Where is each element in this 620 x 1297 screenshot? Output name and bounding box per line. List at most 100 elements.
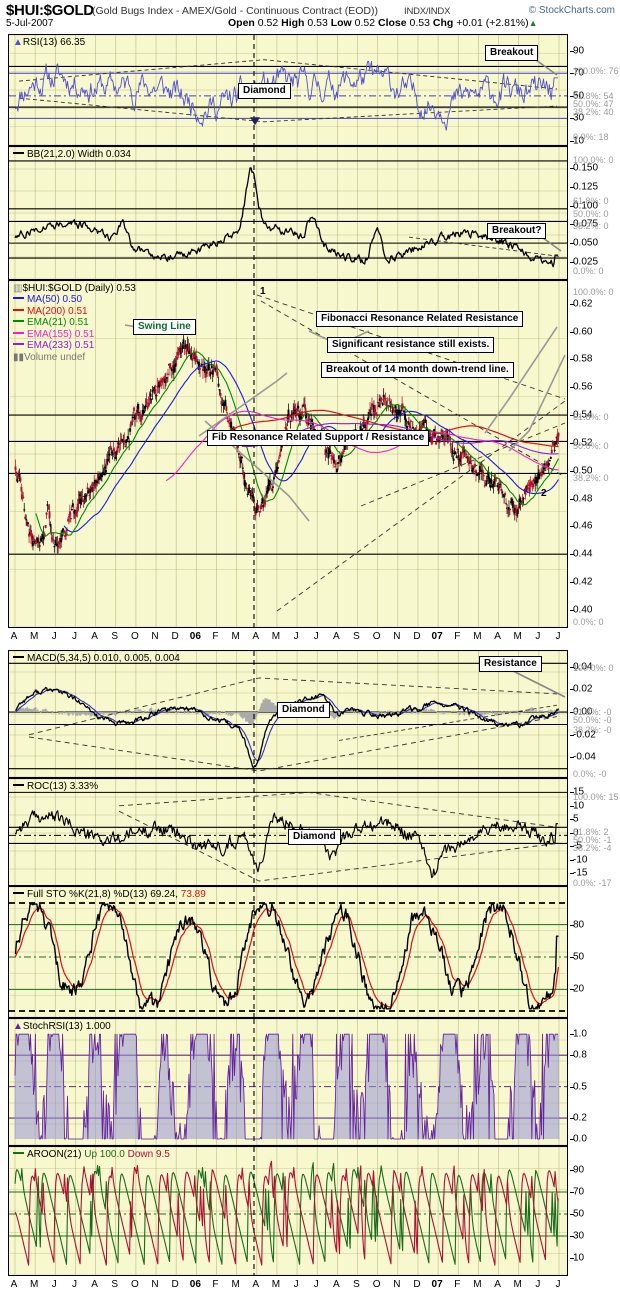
axis-tick-label: 90	[573, 1164, 585, 1176]
volume-legend-item: ▮▮Volume undef	[13, 352, 94, 364]
axis-tick-mark	[570, 50, 574, 52]
price-legend-title: ▥$HUI:$GOLD (Daily) 0.53	[13, 283, 136, 294]
bb-legend-label: BB(21,2.0) Width 0.034	[27, 149, 131, 160]
callout-fib-support-resistance: Fib Resonance Related Support / Resistan…	[207, 430, 430, 446]
date-axis-label: M	[29, 1279, 39, 1290]
roc-legend-label: ROC(13) 3.33%	[27, 781, 99, 792]
rsi-legend-label: RSI(13) 66.35	[22, 37, 86, 48]
callout-swing-line: Swing Line	[133, 319, 196, 335]
axis-tick-mark	[570, 1118, 574, 1120]
axis-fib-label: 0.0%: 0	[573, 616, 604, 627]
axis-tick-mark	[570, 734, 574, 736]
price-marker-2: 2	[541, 488, 547, 499]
axis-tick-label: 80	[573, 919, 585, 931]
axis-fib-label: 100.0%: 76	[573, 66, 619, 77]
open-value: 0.52	[257, 17, 279, 29]
axis-tick-label: 0.58	[573, 353, 593, 365]
low-label: Low	[330, 17, 352, 29]
sto-k-value: 69.24	[150, 889, 176, 900]
callout-macd-resistance: Resistance	[479, 656, 542, 672]
up-arrow-icon: ▲	[528, 18, 538, 28]
date-axis-label: J	[555, 631, 561, 642]
axis-tick-mark	[570, 609, 574, 611]
rsi-legend-icon: ▲	[13, 37, 23, 48]
axis-tick-mark	[570, 470, 574, 472]
axis-tick-mark	[570, 859, 574, 861]
macd-legend: MACD(5,34,5) 0.010, 0.005, 0.004	[13, 653, 180, 664]
date-axis-label: S	[353, 1279, 360, 1290]
panel-macd: MACD(5,34,5) 0.010, 0.005, 0.004 Resista…	[8, 650, 568, 778]
axis-tick-mark	[570, 73, 574, 75]
axis-tick-label: 5	[573, 813, 579, 825]
date-axis-label: S	[111, 631, 119, 642]
axis-tick-label: 70	[573, 1186, 585, 1198]
panel-full-sto: Full STO %K(21,8) %D(13) 69.24, 73.89	[8, 886, 568, 1018]
date-axis-label: J	[293, 1279, 299, 1290]
sto-legend: Full STO %K(21,8) %D(13) 69.24, 73.89	[13, 889, 206, 900]
date-axis-label: A	[494, 631, 501, 642]
roc-y-axis: 15 10 5 0 -5 -10 -15 100.0%: 15 61.8%: 2 50.0%: -…	[570, 778, 620, 888]
price-overlay-legend-item: MA(50) 0.50	[13, 294, 94, 306]
axis-tick-mark	[570, 872, 574, 874]
axis-fib-label: 61.8%: -0	[573, 707, 612, 718]
axis-tick-label: 0.0	[573, 1133, 587, 1145]
sto-legend-label: Full STO %K(21,8) %D(13)	[27, 889, 148, 900]
quote-date: 5-Jul-2007	[6, 18, 54, 29]
chg-label: Chg	[432, 17, 454, 29]
axis-tick-mark	[570, 1236, 574, 1237]
axis-tick-label: 90	[573, 45, 585, 57]
date-axis-label: F	[454, 631, 461, 642]
axis-fib-label: 61.8%: 2	[573, 827, 609, 838]
axis-fib-label: 0.0%: 0	[573, 265, 604, 276]
axis-tick-label: 0.050	[573, 237, 599, 249]
high-value: 0.53	[307, 17, 328, 29]
axis-tick-label: 0.52	[573, 437, 593, 449]
date-axis-label: A	[91, 631, 98, 642]
date-axis-label: J	[535, 631, 541, 642]
date-axis-label: N	[393, 1279, 401, 1290]
panel-bb-width: BB(21,2.0) Width 0.034 Breakout?	[8, 146, 568, 280]
callout-fib-resonance-resistance: Fibonacci Resonance Related Resistance	[316, 311, 524, 327]
overlay-color-swatch	[13, 308, 24, 311]
callout-bb-breakout: Breakout?	[487, 223, 547, 239]
axis-fib-label: 61.8%: 0	[573, 196, 609, 207]
srsi-y-axis: 1.0 0.8 0.5 0.2 0.0	[570, 1018, 620, 1146]
axis-tick-mark	[570, 1258, 574, 1259]
symbol-description: (Gold Bugs Index - AMEX/Gold - Continuou…	[92, 5, 378, 17]
axis-tick-label: 0.60	[573, 326, 593, 338]
aroon-up-value: Up 100.0	[84, 1149, 125, 1160]
axis-tick-mark	[570, 331, 574, 333]
axis-tick-mark	[570, 205, 574, 207]
srsi-legend-label: StochRSI(13) 1.000	[22, 1021, 111, 1032]
srsi-legend: ▲StochRSI(13) 1.000	[13, 1021, 111, 1032]
roc-legend-swatch	[13, 784, 24, 786]
axis-tick-label: 20	[573, 983, 585, 995]
date-axis-label: M	[231, 1279, 240, 1290]
axis-fib-label: 50.0%: 0	[573, 441, 609, 452]
date-axis-label: J	[555, 1279, 561, 1290]
date-axis-label: A	[333, 1279, 340, 1290]
axis-tick-label: 10	[573, 800, 585, 812]
axis-tick-mark	[570, 1192, 574, 1193]
axis-tick-mark	[570, 95, 574, 97]
axis-tick-label: 50	[573, 90, 585, 102]
axis-tick-label: 15	[573, 786, 585, 798]
date-axis-label: O	[130, 631, 139, 642]
axis-fib-label: 38.2%: 0	[573, 473, 609, 484]
axis-tick-mark	[570, 689, 574, 691]
axis-tick-mark	[570, 387, 574, 389]
callout-rsi-breakout: Breakout	[485, 45, 539, 61]
date-axis-label: J	[71, 631, 77, 642]
axis-tick-label: 0.46	[573, 520, 593, 532]
overlay-color-swatch	[13, 320, 24, 322]
sto-legend-swatch	[13, 892, 24, 894]
axis-tick-label: 0.44	[573, 548, 593, 560]
price-overlay-legend-item: MA(200) 0.51	[13, 306, 94, 318]
aroon-legend-swatch	[13, 1152, 24, 1154]
date-axis-label: 07	[431, 631, 443, 642]
axis-fib-label: 61.8%: 0	[573, 412, 609, 423]
date-axis-label: M	[231, 631, 240, 642]
axis-tick-label: 30	[573, 112, 585, 124]
aroon-legend: AROON(21) Up 100.0 Down 9.5	[13, 1149, 170, 1160]
